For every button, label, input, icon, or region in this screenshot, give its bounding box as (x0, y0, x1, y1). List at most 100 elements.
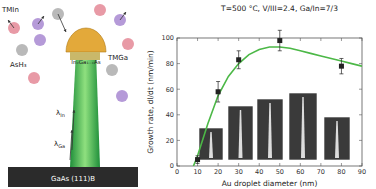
droplet (66, 28, 106, 52)
arrowhead (72, 110, 75, 113)
x-tick-label: 0 (175, 168, 179, 176)
x-tick-top (197, 38, 198, 41)
x-tick (177, 163, 178, 166)
arrowhead (8, 20, 11, 23)
y-tick-label: 60 (166, 86, 174, 94)
y-tick (177, 89, 180, 90)
molecule (16, 44, 28, 56)
arrowhead (64, 29, 67, 32)
arrowhead (41, 16, 44, 19)
x-tick (259, 163, 260, 166)
error-cap (196, 163, 200, 164)
title: T=500 °C, V/III=2.4, Ga/In=7/3 (220, 4, 338, 13)
y-tick-right (359, 166, 362, 167)
arrow (8, 20, 14, 28)
x-tick-label: 40 (255, 168, 263, 176)
arrowhead (123, 12, 126, 15)
x-tick-top (218, 38, 219, 41)
x-tick-top (300, 38, 301, 41)
sem-wire (268, 103, 272, 158)
y-tick (177, 38, 180, 39)
molecule (94, 4, 106, 16)
nanowire (70, 52, 100, 167)
y-tick-right (359, 38, 362, 39)
x-tick-label: 30 (235, 168, 243, 176)
sem-inset (199, 128, 223, 160)
x-tick-top (341, 38, 342, 41)
x-tick-label: 60 (296, 168, 304, 176)
error-cap (339, 73, 343, 74)
diagram-label: λGa (54, 140, 65, 149)
x-label: Au droplet diameter (nm) (222, 179, 318, 188)
x-tick-label: 20 (214, 168, 222, 176)
sem-wire (335, 121, 339, 158)
x-tick-top (362, 38, 363, 41)
y-tick-label: 0 (170, 162, 174, 170)
fit-curve (193, 47, 362, 166)
error-cap (216, 81, 220, 82)
error-bar (339, 58, 343, 73)
error-cap (237, 68, 241, 69)
y-tick-label: 40 (166, 111, 174, 119)
diagram-label: TMIn (1, 6, 19, 14)
data-point (339, 64, 344, 69)
sem-wire (301, 97, 305, 158)
error-bar (237, 51, 241, 69)
y-tick (177, 114, 180, 115)
molecule (28, 72, 40, 84)
molecule (34, 34, 46, 46)
sem-wire (209, 132, 213, 158)
y-tick-label: 20 (166, 137, 174, 145)
y-label: Growth rate, dl/dt (nm/min) (146, 50, 155, 154)
data-point (195, 157, 200, 162)
label-text: GaAs (111)B (51, 175, 95, 183)
error-cap (339, 58, 343, 59)
label-text: TMIn (1, 6, 19, 14)
x-tick (300, 163, 301, 166)
x-tick (362, 163, 363, 166)
y-tick-right (359, 63, 362, 64)
x-tick-top (238, 38, 239, 41)
label-text: InₓGa₁₋ₓAs (71, 59, 100, 65)
x-tick-label: 90 (358, 168, 366, 176)
data-point (236, 57, 241, 62)
x-tick-top (259, 38, 260, 41)
data-point (277, 38, 282, 43)
molecule (106, 64, 118, 76)
diagram-label: AsH₃ (10, 61, 27, 69)
error-bar (278, 30, 282, 50)
diagram: TMIn AsH₃ TMGa λIn λGa InₓGa₁₋ₓAs GaAs (111)B (1, 4, 138, 187)
x-tick-top (320, 38, 321, 41)
diagram-label: GaAs (111)B (51, 175, 95, 183)
plot-frame (177, 38, 362, 166)
substrate (8, 167, 138, 187)
y-tick (177, 140, 180, 141)
diagram-label: λIn (56, 109, 65, 118)
y-tick-label: 80 (166, 60, 174, 68)
x-tick-top (177, 38, 178, 41)
sem-inset (289, 93, 317, 160)
diagram-label: TMGa (107, 54, 128, 62)
error-cap (278, 30, 282, 31)
y-tick (177, 166, 180, 167)
arrow (70, 130, 72, 160)
error-cap (278, 50, 282, 51)
y-tick (177, 63, 180, 64)
label-text: TMGa (107, 54, 128, 62)
y-tick-right (359, 114, 362, 115)
arrow (72, 110, 74, 150)
molecule (116, 90, 128, 102)
arrow (58, 14, 66, 32)
x-tick-label: 10 (193, 168, 201, 176)
x-tick (238, 163, 239, 166)
label-sub: Ga (58, 143, 65, 149)
x-tick (279, 163, 280, 166)
x-tick-label: 50 (276, 168, 284, 176)
error-cap (237, 50, 241, 51)
x-tick (341, 163, 342, 166)
sem-inset (228, 106, 253, 160)
molecule (122, 38, 134, 50)
error-bar (196, 156, 200, 164)
error-cap (216, 102, 220, 103)
arrow (38, 16, 44, 24)
